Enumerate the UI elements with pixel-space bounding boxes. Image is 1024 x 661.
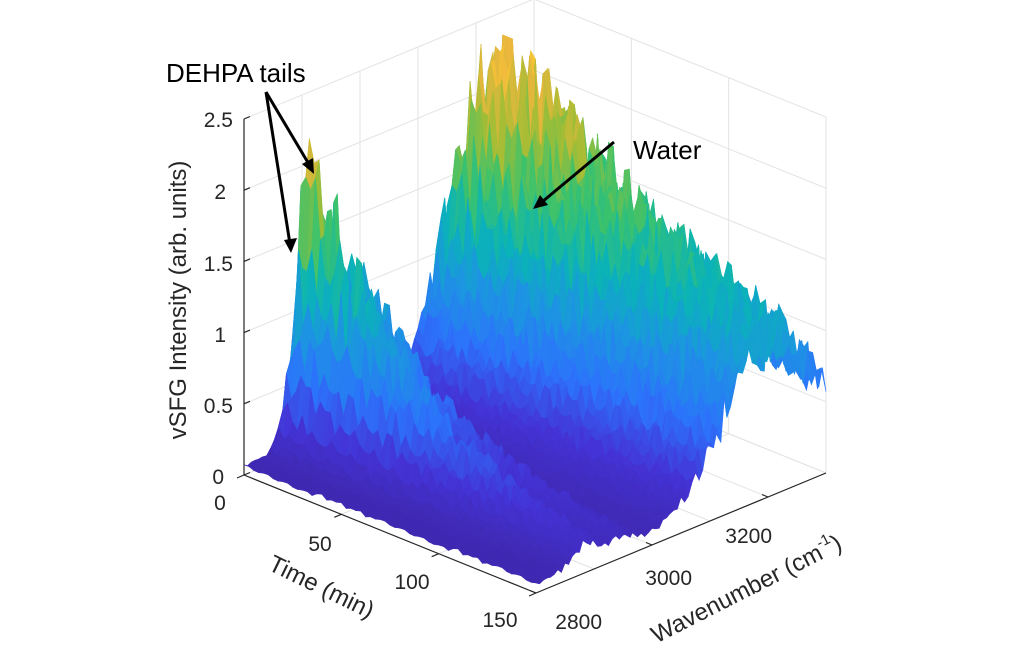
time-tick-label: 0 — [214, 492, 226, 515]
time-tick-label: 50 — [308, 533, 331, 556]
wavenumber-tick — [761, 493, 769, 498]
time-tick — [528, 592, 537, 597]
dehpa-arrowhead-2 — [284, 238, 297, 253]
z-tick-label: 0 — [212, 466, 224, 489]
z-tick — [243, 115, 251, 120]
wavenumber-tick — [529, 589, 537, 594]
time-axis-label: Time (min) — [264, 550, 378, 624]
z-tick — [243, 471, 251, 476]
time-tick-label: 150 — [482, 609, 517, 632]
z-tick-label: 2 — [214, 181, 226, 204]
time-tick-label: 100 — [394, 571, 429, 594]
z-tick-label: 2.5 — [204, 109, 233, 132]
z-tick-label: 1 — [214, 324, 226, 347]
z-tick-label: 1.5 — [204, 253, 233, 276]
dehpa-tails-annotation: DEHPA tails — [166, 58, 306, 88]
wavenumber-tick — [645, 541, 653, 546]
z-tick-label: 0.5 — [204, 395, 233, 418]
wavenumber-axis-label-main: Wavenumber (cm — [647, 539, 827, 649]
wavenumber-tick-label: 3200 — [725, 525, 772, 548]
z-axis-label: vSFG Intensity (arb. units) — [165, 161, 192, 440]
time-tick — [431, 553, 439, 558]
z-tick-labels: 0 0.5 1 1.5 2 2.5 — [204, 109, 233, 489]
z-tick — [243, 329, 251, 334]
z-tick — [243, 400, 251, 405]
wavenumber-tick-label: 3000 — [645, 567, 692, 590]
z-tick — [243, 187, 251, 191]
z-tick — [243, 258, 251, 262]
water-annotation: Water — [633, 135, 702, 165]
surface-plot — [243, 34, 827, 585]
time-tick — [236, 474, 245, 479]
wavenumber-tick-label: 2800 — [555, 611, 602, 634]
time-tick — [334, 513, 342, 518]
